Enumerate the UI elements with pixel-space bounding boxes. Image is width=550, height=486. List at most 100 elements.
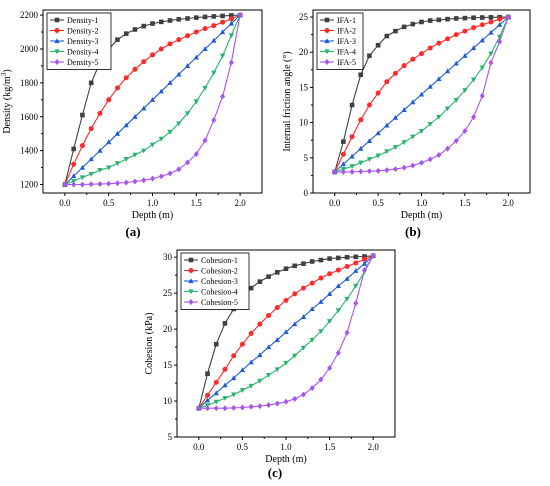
y-tick-label: 5	[168, 432, 173, 442]
data-point	[427, 83, 433, 89]
x-tick-label: 0.0	[193, 442, 205, 452]
data-point	[419, 51, 424, 57]
data-point	[184, 111, 191, 117]
data-point	[231, 353, 237, 359]
data-point	[202, 26, 208, 32]
data-point	[204, 397, 211, 403]
data-point	[327, 256, 332, 261]
data-point	[444, 106, 451, 112]
data-point	[496, 22, 503, 27]
legend-swatch-marker	[54, 38, 60, 44]
data-point	[213, 399, 219, 405]
data-point	[88, 156, 94, 162]
y-axis-label: Cohesion (kPa)	[144, 313, 155, 375]
data-point	[211, 117, 217, 124]
data-point	[193, 151, 199, 158]
data-point	[361, 260, 368, 266]
data-point	[332, 168, 338, 175]
data-point	[367, 53, 372, 59]
series-IFA-2	[332, 14, 511, 175]
data-point	[141, 23, 147, 29]
data-point	[239, 388, 246, 394]
x-tick-label: 1.5	[324, 442, 336, 452]
legend-entry-label: Density-5	[67, 58, 99, 67]
data-point	[132, 152, 138, 158]
data-point	[274, 269, 280, 275]
data-point	[123, 75, 129, 81]
x-tick-label: 0.0	[59, 198, 71, 208]
y-axis-label-superscript: 3	[0, 72, 8, 76]
data-point	[220, 93, 226, 100]
y-tick-label: 10	[163, 396, 173, 406]
data-point	[106, 97, 112, 103]
data-point	[237, 12, 243, 19]
x-tick-label: 1.0	[147, 198, 159, 208]
data-point	[471, 113, 477, 120]
data-point	[231, 392, 237, 398]
data-point	[292, 263, 298, 269]
data-point	[213, 341, 219, 347]
data-point	[106, 139, 112, 145]
x-axis-label: Depth (m)	[132, 210, 173, 221]
data-point	[257, 352, 263, 358]
data-point	[393, 28, 398, 34]
data-point	[471, 15, 476, 21]
data-point	[309, 259, 315, 264]
data-point	[193, 99, 199, 105]
x-tick-label: 1.5	[459, 198, 471, 208]
data-point	[488, 19, 494, 25]
data-point	[358, 117, 364, 123]
data-point	[462, 28, 468, 34]
y-axis-label: Density (kg/m3)	[0, 69, 13, 133]
legend-swatch-marker	[324, 49, 330, 55]
data-point	[349, 134, 355, 140]
legend-entry-label: Cohesion-1	[201, 256, 238, 265]
panel-c-cohesion: 0.0 0.5 1.0 1.5 2.0 5 10 15 20 25 30 Depth (m) Cohes…	[144, 249, 396, 480]
data-point	[88, 181, 94, 188]
x-tick-label: 2.0	[503, 198, 515, 208]
data-point	[211, 23, 217, 29]
data-point	[239, 404, 245, 411]
data-point	[353, 283, 359, 289]
data-point	[231, 404, 237, 411]
data-point	[349, 168, 355, 175]
data-point	[62, 181, 68, 188]
data-point	[150, 52, 155, 58]
legend-entry-label: IFA-4	[337, 48, 356, 57]
data-point	[366, 157, 373, 162]
data-point	[401, 164, 407, 171]
data-point	[361, 256, 367, 262]
data-point	[410, 21, 416, 27]
legend-swatch-marker	[188, 278, 194, 284]
data-point	[71, 173, 77, 179]
legend-entry-label: Density-2	[67, 27, 99, 36]
x-tick-label: 2.0	[368, 442, 380, 452]
data-point	[257, 321, 263, 327]
data-point	[158, 173, 164, 180]
data-point	[274, 337, 280, 342]
legend-swatch-marker	[54, 59, 60, 65]
legend-entry-label: IFA-1	[337, 16, 356, 25]
data-point	[366, 138, 373, 143]
data-point	[158, 136, 164, 142]
legend-swatch-marker	[188, 299, 194, 305]
data-point	[341, 139, 346, 144]
data-point	[283, 266, 289, 271]
data-point	[410, 162, 416, 169]
data-point	[427, 121, 433, 127]
panel-caption: (c)	[268, 465, 282, 480]
series-Cohesion-5	[196, 252, 376, 412]
data-point	[219, 29, 226, 35]
data-point	[375, 167, 381, 174]
data-point	[427, 45, 433, 51]
data-point	[335, 283, 341, 289]
data-point	[79, 143, 85, 149]
data-point	[292, 321, 298, 327]
y-tick-label: 2200	[20, 10, 39, 20]
legend-swatch-marker	[324, 17, 330, 23]
data-point	[300, 391, 306, 398]
y-axis-label-text: Density (kg/m	[2, 76, 13, 134]
data-point	[300, 285, 306, 291]
data-point	[488, 29, 494, 35]
data-point	[488, 51, 494, 57]
